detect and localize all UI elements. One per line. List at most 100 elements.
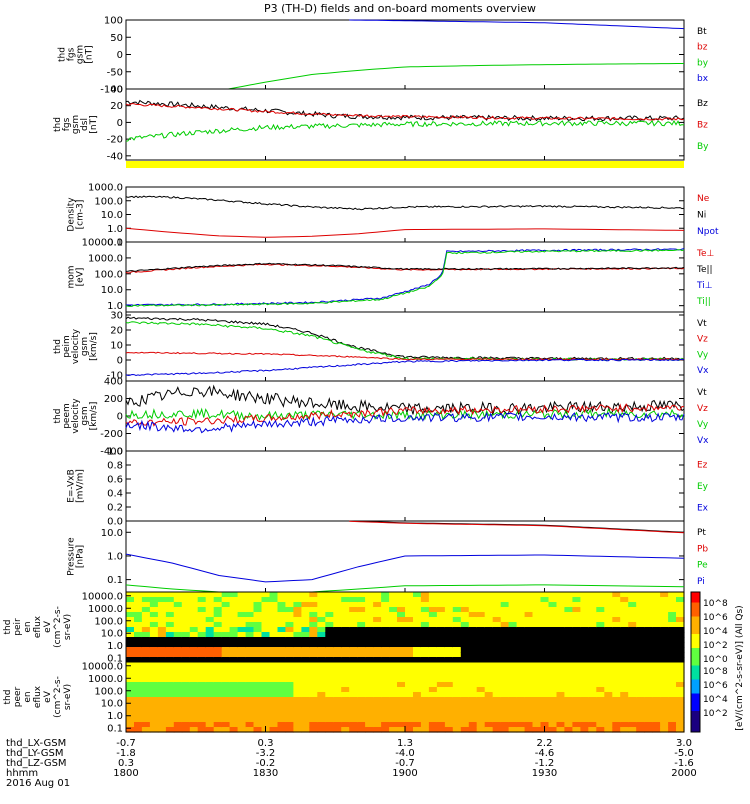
spectrogram-cell xyxy=(349,627,358,633)
spectrogram-cell xyxy=(644,727,653,733)
spectrogram-cell xyxy=(468,602,478,608)
spectrogram-cell xyxy=(357,727,366,733)
spectrogram-cell xyxy=(444,647,454,653)
spectrogram-cell xyxy=(580,652,589,658)
spectrogram-cell xyxy=(381,717,390,723)
panel-frame xyxy=(125,19,685,90)
spectrogram-cell xyxy=(476,727,486,733)
spectrogram-cell xyxy=(245,682,255,688)
spectrogram-cell xyxy=(357,657,366,663)
spectrogram-cell xyxy=(652,632,661,638)
spectrogram-cell xyxy=(508,692,518,698)
spectrogram-cell xyxy=(397,602,406,608)
spectrogram-cell xyxy=(405,642,414,648)
spectrogram-cell xyxy=(141,712,151,718)
spectrogram-cell xyxy=(181,692,191,698)
spectrogram-cell xyxy=(668,672,677,678)
spectrogram-cell xyxy=(126,592,135,598)
spectrogram-cell xyxy=(540,637,550,643)
y-axis-label: gsm xyxy=(80,406,90,425)
spectrogram-cell xyxy=(197,697,207,703)
spectrogram-cell xyxy=(261,642,271,648)
spectrogram-cell xyxy=(277,667,287,673)
spectrogram-cell xyxy=(269,637,279,643)
spectrogram-cell xyxy=(508,687,518,693)
y-tick-label: 10.0 xyxy=(101,699,123,710)
spectrogram-cell xyxy=(173,602,183,608)
spectrogram-cell xyxy=(253,717,263,723)
spectrogram-cell xyxy=(213,722,223,728)
spectrogram-cell xyxy=(149,647,159,653)
spectrogram-cell xyxy=(588,622,597,628)
spectrogram-cell xyxy=(157,707,167,713)
spectrogram-cell xyxy=(564,652,573,658)
spectrogram-cell xyxy=(197,692,207,698)
spectrogram-cell xyxy=(556,672,566,678)
spectrogram-cell xyxy=(628,712,637,718)
spectrogram-cell xyxy=(173,632,183,638)
spectrogram-cell xyxy=(644,692,653,698)
spectrogram-cell xyxy=(126,722,135,728)
spectrogram-cell xyxy=(660,612,669,618)
spectrogram-cell xyxy=(468,597,478,603)
spectrogram-cell xyxy=(253,672,263,678)
spectrogram-cell xyxy=(676,727,685,733)
spectrogram-cell xyxy=(564,597,573,603)
spectrogram-cell xyxy=(221,627,231,633)
spectrogram-cell xyxy=(564,727,573,733)
colorbar-swatch xyxy=(691,613,700,617)
spectrogram-cell xyxy=(134,682,143,688)
spectrogram-cell xyxy=(452,652,462,658)
spectrogram-cell xyxy=(444,627,454,633)
spectrogram-cell xyxy=(588,687,597,693)
ephemeris-value: 1900 xyxy=(392,768,417,779)
spectrogram-cell xyxy=(197,717,207,723)
spectrogram-cell xyxy=(205,632,215,638)
spectrogram-cell xyxy=(126,707,135,713)
spectrogram-cell xyxy=(157,667,167,673)
spectrogram-cell xyxy=(636,617,645,623)
y-tick-label: 40 xyxy=(110,85,123,96)
spectrogram-cell xyxy=(173,647,183,653)
spectrogram-cell xyxy=(644,702,653,708)
spectrogram-cell xyxy=(452,627,462,633)
spectrogram-cell xyxy=(253,677,263,683)
spectrogram-cell xyxy=(245,662,255,668)
spectrogram-cell xyxy=(484,637,494,643)
y-tick-label: 0.2 xyxy=(107,503,123,514)
spectrogram-cell xyxy=(309,667,318,673)
spectrogram-cell xyxy=(476,662,486,668)
spectrogram-cell xyxy=(660,712,669,718)
spectrogram-cell xyxy=(420,617,430,623)
spectrogram-cell xyxy=(365,727,374,733)
spectrogram-cell xyxy=(165,622,175,628)
spectrogram-cell xyxy=(604,652,613,658)
ephemeris-value: 0.3 xyxy=(118,758,134,769)
spectrogram-cell xyxy=(365,717,374,723)
spectrogram-cell xyxy=(173,692,183,698)
spectrogram-cell xyxy=(596,712,605,718)
spectrogram-cell xyxy=(197,687,207,693)
spectrogram-cell xyxy=(157,632,167,638)
spectrogram-cell xyxy=(253,657,263,663)
series-line-Vt xyxy=(125,384,685,417)
spectrogram-cell xyxy=(253,712,263,718)
spectrogram-cell xyxy=(253,627,263,633)
spectrogram-cell xyxy=(157,672,167,678)
spectrogram-cell xyxy=(317,727,326,733)
spectrogram-cell xyxy=(644,677,653,683)
spectrogram-cell xyxy=(261,627,271,633)
series-line-Pi xyxy=(125,553,685,583)
spectrogram-cell xyxy=(596,692,605,698)
spectrogram-cell xyxy=(245,627,255,633)
spectrogram-cell xyxy=(165,692,175,698)
spectrogram-cell xyxy=(181,642,191,648)
spectrogram-cell xyxy=(444,652,454,658)
spectrogram-cell xyxy=(588,697,597,703)
spectrogram-cell xyxy=(317,597,326,603)
spectrogram-cell xyxy=(580,657,589,663)
spectrogram-cell xyxy=(413,702,422,708)
spectrogram-cell xyxy=(468,592,478,598)
spectrogram-cell xyxy=(149,657,159,663)
